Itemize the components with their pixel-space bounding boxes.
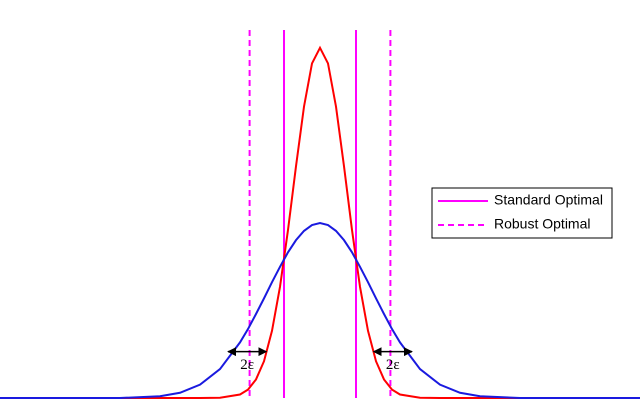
- curve: [0, 222, 640, 399]
- legend-label: Robust Optimal: [494, 216, 590, 232]
- legend-label: Standard Optimal: [494, 192, 603, 208]
- annotation: 2ε: [386, 357, 400, 373]
- curve: [0, 45, 640, 399]
- legend-box: [431, 187, 613, 239]
- annotation: 2ε: [240, 357, 254, 373]
- legend: Standard Optimal Robust Optimal: [431, 187, 613, 239]
